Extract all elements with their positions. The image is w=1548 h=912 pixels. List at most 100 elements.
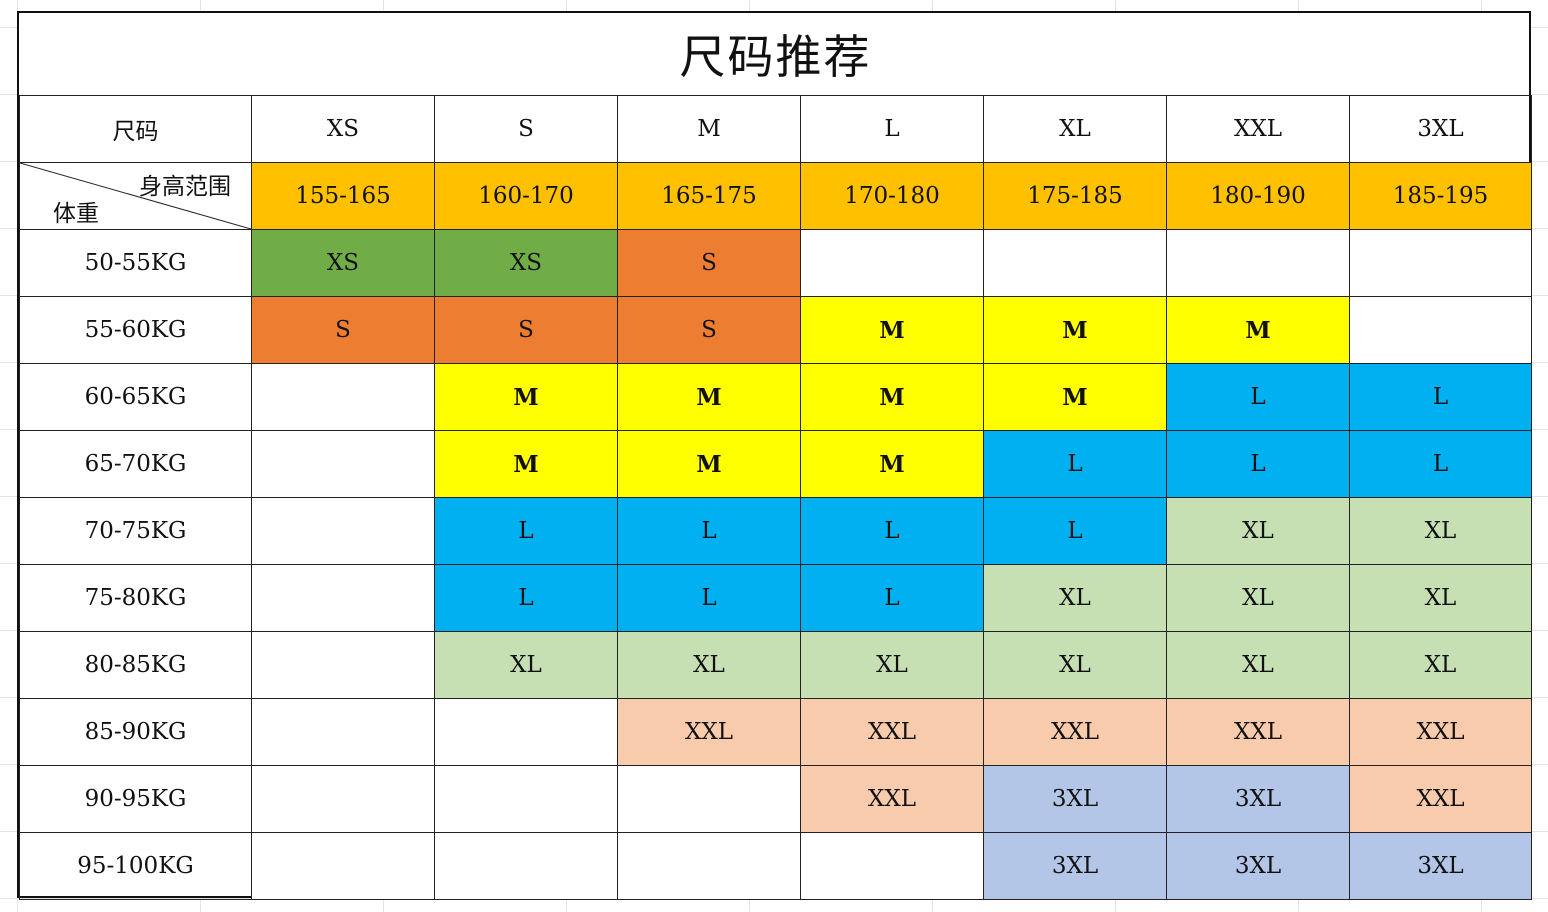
size-recommendation-cell[interactable]: XXL	[617, 698, 801, 766]
size-recommendation-cell[interactable]: S	[434, 296, 618, 364]
size-recommendation-cell[interactable]: L	[617, 497, 801, 565]
empty-cell[interactable]	[983, 229, 1167, 297]
empty-cell[interactable]	[251, 564, 435, 632]
empty-cell[interactable]	[251, 698, 435, 766]
height-range-cell[interactable]: 175-185	[983, 162, 1167, 230]
empty-cell[interactable]	[434, 765, 618, 833]
size-recommendation-cell[interactable]: XXL	[1349, 698, 1532, 766]
size-recommendation-cell[interactable]: XXL	[800, 765, 984, 833]
size-recommendation-cell[interactable]: L	[800, 497, 984, 565]
size-recommendation-cell[interactable]: M	[434, 363, 618, 431]
height-range-cell[interactable]: 155-165	[251, 162, 435, 230]
weight-range-cell[interactable]: 55-60KG	[19, 296, 252, 364]
empty-cell[interactable]	[800, 229, 984, 297]
height-range-cell[interactable]: 170-180	[800, 162, 984, 230]
empty-cell[interactable]	[800, 832, 984, 900]
size-header-cell[interactable]: L	[800, 95, 984, 163]
weight-row: 65-70KG M M M L L L	[19, 430, 1532, 498]
size-header-cell[interactable]: XXL	[1166, 95, 1350, 163]
size-recommendation-cell[interactable]: L	[434, 497, 618, 565]
size-header-cell[interactable]: S	[434, 95, 618, 163]
size-recommendation-cell[interactable]: S	[617, 296, 801, 364]
weight-range-cell[interactable]: 90-95KG	[19, 765, 252, 833]
size-recommendation-cell[interactable]: XL	[1349, 631, 1532, 699]
weight-range-cell[interactable]: 70-75KG	[19, 497, 252, 565]
empty-cell[interactable]	[617, 765, 801, 833]
height-range-cell[interactable]: 185-195	[1349, 162, 1532, 230]
size-header-cell[interactable]: XS	[251, 95, 435, 163]
size-recommendation-cell[interactable]: XL	[1166, 497, 1350, 565]
size-recommendation-cell[interactable]: XL	[1349, 564, 1532, 632]
size-recommendation-cell[interactable]: XXL	[1166, 698, 1350, 766]
size-header-cell[interactable]: 3XL	[1349, 95, 1532, 163]
size-recommendation-cell[interactable]: 3XL	[983, 832, 1167, 900]
height-range-row: 身高范围 体重 155-165 160-170 165-175 170-180 …	[19, 162, 1532, 230]
empty-cell[interactable]	[251, 765, 435, 833]
size-header-cell[interactable]: XL	[983, 95, 1167, 163]
size-recommendation-cell[interactable]: M	[434, 430, 618, 498]
size-header-label[interactable]: 尺码	[19, 95, 252, 163]
size-recommendation-cell[interactable]: S	[617, 229, 801, 297]
size-recommendation-cell[interactable]: XL	[1166, 564, 1350, 632]
size-recommendation-cell[interactable]: 3XL	[983, 765, 1167, 833]
size-recommendation-cell[interactable]: XS	[251, 229, 435, 297]
size-header-cell[interactable]: M	[617, 95, 801, 163]
empty-cell[interactable]	[251, 363, 435, 431]
size-recommendation-cell[interactable]: XL	[983, 631, 1167, 699]
size-recommendation-cell[interactable]: S	[251, 296, 435, 364]
height-range-cell[interactable]: 180-190	[1166, 162, 1350, 230]
size-recommendation-cell[interactable]: M	[983, 363, 1167, 431]
size-recommendation-cell[interactable]: XXL	[800, 698, 984, 766]
empty-cell[interactable]	[251, 832, 435, 900]
size-recommendation-cell[interactable]: XXL	[1349, 765, 1532, 833]
weight-range-cell[interactable]: 95-100KG	[19, 832, 252, 900]
size-recommendation-cell[interactable]: M	[617, 430, 801, 498]
corner-header-cell[interactable]: 身高范围 体重	[19, 162, 252, 230]
size-recommendation-cell[interactable]: M	[800, 430, 984, 498]
weight-row: 50-55KG XS XS S	[19, 229, 1532, 297]
size-recommendation-cell[interactable]: XS	[434, 229, 618, 297]
size-recommendation-cell[interactable]: L	[1349, 430, 1532, 498]
height-range-cell[interactable]: 165-175	[617, 162, 801, 230]
empty-cell[interactable]	[617, 832, 801, 900]
size-recommendation-cell[interactable]: M	[800, 363, 984, 431]
empty-cell[interactable]	[434, 698, 618, 766]
size-recommendation-cell[interactable]: XL	[617, 631, 801, 699]
weight-range-cell[interactable]: 50-55KG	[19, 229, 252, 297]
page-title[interactable]: 尺码推荐	[19, 13, 1532, 96]
size-recommendation-cell[interactable]: L	[434, 564, 618, 632]
weight-range-cell[interactable]: 65-70KG	[19, 430, 252, 498]
weight-range-cell[interactable]: 60-65KG	[19, 363, 252, 431]
empty-cell[interactable]	[1166, 229, 1350, 297]
size-recommendation-cell[interactable]: 3XL	[1349, 832, 1532, 900]
size-recommendation-cell[interactable]: L	[983, 497, 1167, 565]
size-recommendation-cell[interactable]: M	[1166, 296, 1350, 364]
size-recommendation-cell[interactable]: L	[1349, 363, 1532, 431]
empty-cell[interactable]	[1349, 229, 1532, 297]
size-recommendation-cell[interactable]: 3XL	[1166, 765, 1350, 833]
size-recommendation-cell[interactable]: L	[617, 564, 801, 632]
size-recommendation-cell[interactable]: M	[800, 296, 984, 364]
size-recommendation-cell[interactable]: M	[983, 296, 1167, 364]
size-recommendation-cell[interactable]: XXL	[983, 698, 1167, 766]
size-recommendation-cell[interactable]: M	[617, 363, 801, 431]
empty-cell[interactable]	[434, 832, 618, 900]
size-recommendation-cell[interactable]: XL	[1166, 631, 1350, 699]
size-recommendation-cell[interactable]: L	[1166, 430, 1350, 498]
size-recommendation-cell[interactable]: L	[800, 564, 984, 632]
size-recommendation-cell[interactable]: L	[983, 430, 1167, 498]
weight-range-cell[interactable]: 80-85KG	[19, 631, 252, 699]
weight-range-cell[interactable]: 75-80KG	[19, 564, 252, 632]
height-range-cell[interactable]: 160-170	[434, 162, 618, 230]
size-recommendation-cell[interactable]: XL	[434, 631, 618, 699]
size-recommendation-cell[interactable]: XL	[800, 631, 984, 699]
size-recommendation-cell[interactable]: 3XL	[1166, 832, 1350, 900]
size-recommendation-cell[interactable]: XL	[983, 564, 1167, 632]
size-recommendation-cell[interactable]: L	[1166, 363, 1350, 431]
empty-cell[interactable]	[251, 497, 435, 565]
weight-range-cell[interactable]: 85-90KG	[19, 698, 252, 766]
empty-cell[interactable]	[1349, 296, 1532, 364]
empty-cell[interactable]	[251, 430, 435, 498]
empty-cell[interactable]	[251, 631, 435, 699]
size-recommendation-cell[interactable]: XL	[1349, 497, 1532, 565]
